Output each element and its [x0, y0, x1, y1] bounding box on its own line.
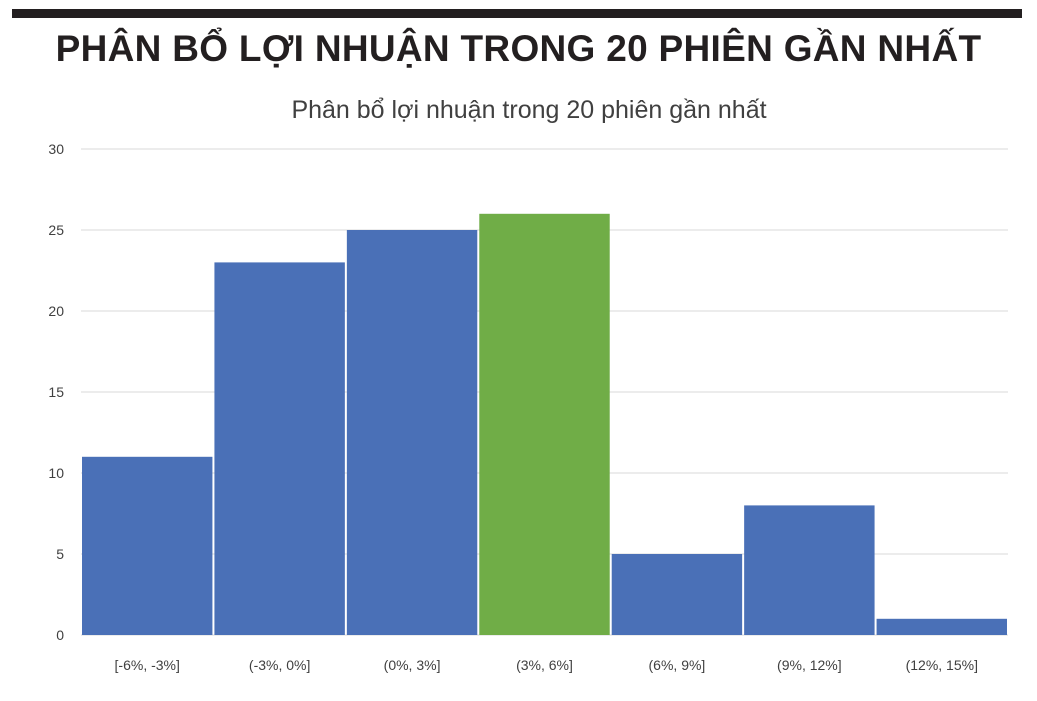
- y-tick-label: 0: [56, 627, 64, 643]
- x-tick-label: [-6%, -3%]: [115, 657, 180, 673]
- x-tick-label: (-3%, 0%]: [249, 657, 310, 673]
- chart-title: Phân bổ lợi nhuận trong 20 phiên gần nhấ…: [291, 96, 766, 124]
- y-tick-label: 5: [56, 546, 64, 562]
- y-tick-label: 30: [48, 141, 64, 157]
- bar-4: [611, 554, 743, 635]
- y-tick-label: 20: [48, 303, 64, 319]
- bar-1: [214, 262, 345, 635]
- x-tick-label: (12%, 15%]: [906, 657, 978, 673]
- y-tick-label: 25: [48, 222, 64, 238]
- x-tick-label: (3%, 6%]: [516, 657, 573, 673]
- y-tick-label: 15: [48, 384, 64, 400]
- y-tick-label: 10: [48, 465, 64, 481]
- bar-0: [82, 456, 213, 635]
- bar-5: [744, 505, 875, 635]
- headline: PHÂN BỔ LỢI NHUẬN TRONG 20 PHIÊN GẦN NHẤ…: [55, 28, 982, 69]
- bar-3: [479, 213, 610, 636]
- top-rule: [12, 9, 1022, 18]
- x-tick-label: (9%, 12%]: [777, 657, 842, 673]
- bars: [82, 213, 1007, 636]
- x-axis-ticks: [-6%, -3%] (-3%, 0%] (0%, 3%] (3%, 6%] (6%, …: [115, 657, 978, 673]
- y-axis-ticks: 0 5 10 15 20 25 30: [48, 141, 64, 643]
- bar-2: [346, 230, 478, 635]
- x-tick-label: (6%, 9%]: [649, 657, 706, 673]
- x-tick-label: (0%, 3%]: [384, 657, 441, 673]
- bar-6: [876, 618, 1007, 635]
